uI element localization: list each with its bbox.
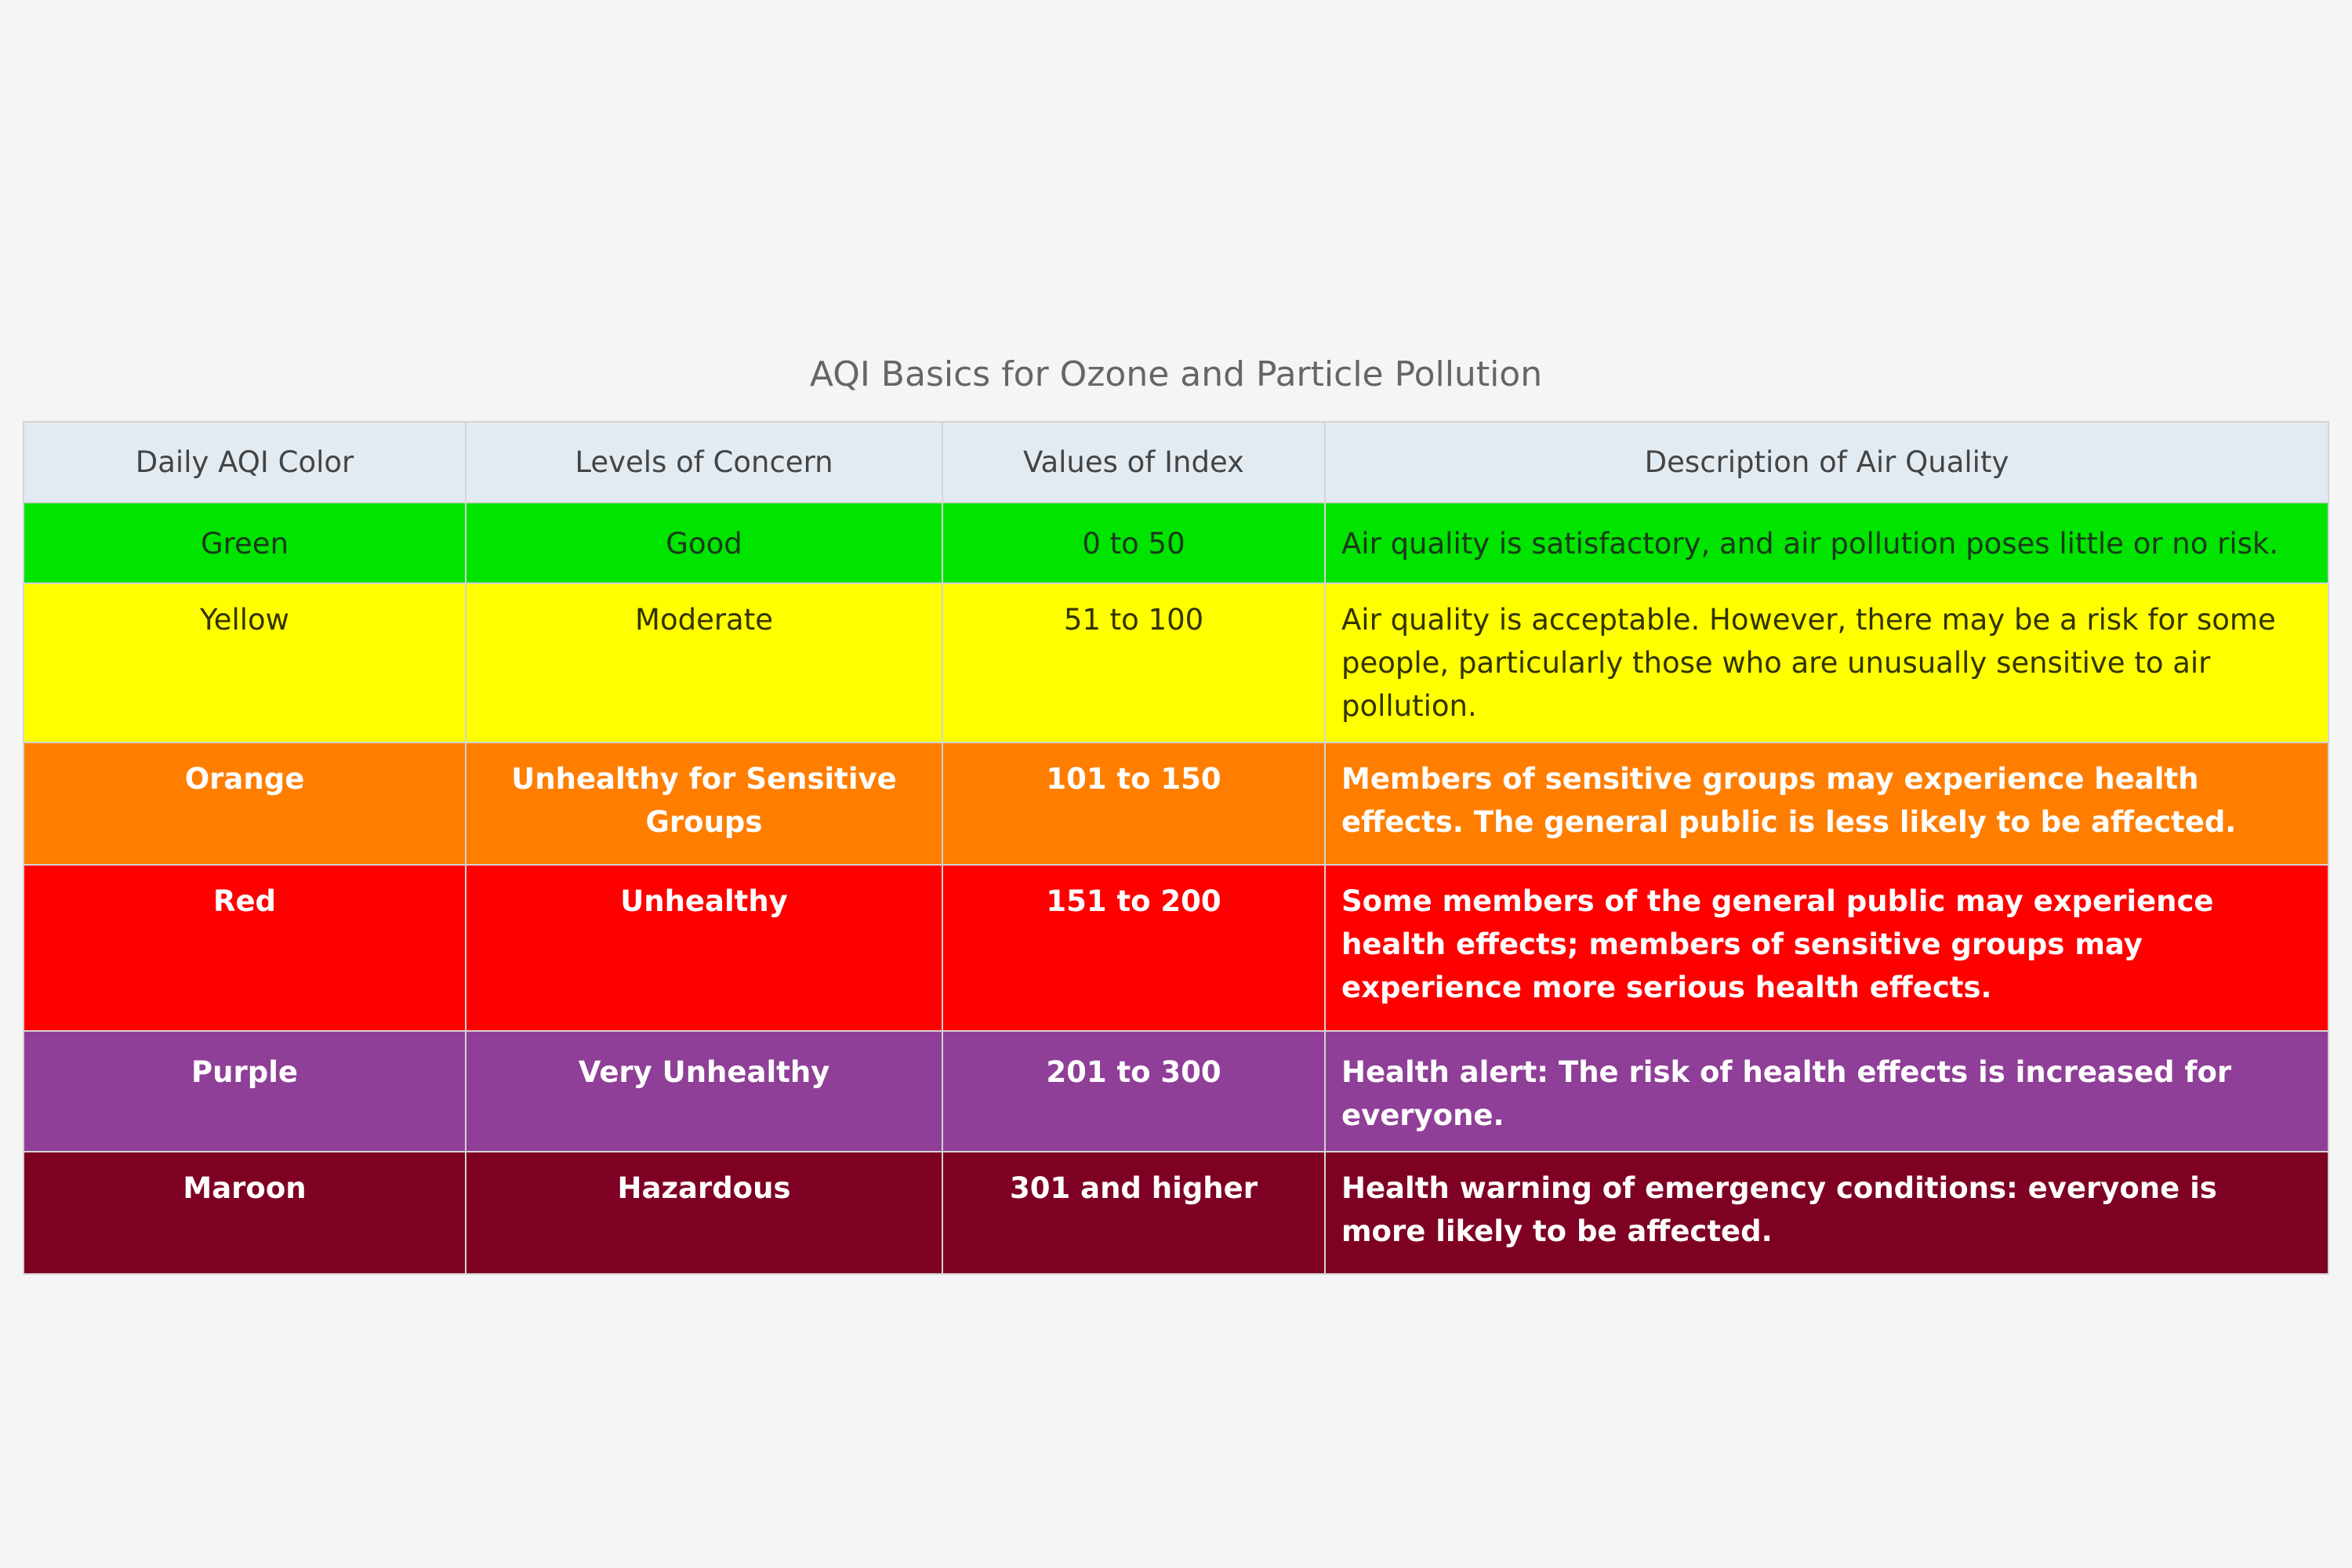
cell-color: Red xyxy=(23,864,466,1032)
cell-level: Unhealthy xyxy=(465,864,943,1032)
cell-level: Hazardous xyxy=(465,1151,943,1275)
header-row: Daily AQI Color Levels of Concern Values… xyxy=(23,421,2329,503)
cell-values: 301 and higher xyxy=(942,1151,1326,1275)
table-row-yellow: Yellow Moderate 51 to 100 Air quality is… xyxy=(23,583,2329,743)
cell-description: Some members of the general public may e… xyxy=(1324,864,2329,1032)
table-row-green: Green Good 0 to 50 Air quality is satisf… xyxy=(23,502,2329,584)
cell-description: Air quality is satisfactory, and air pol… xyxy=(1324,502,2329,584)
cell-color: Green xyxy=(23,502,466,584)
column-header-description: Description of Air Quality xyxy=(1324,421,2329,503)
aqi-table: Daily AQI Color Levels of Concern Values… xyxy=(23,421,2329,1275)
cell-description: Air quality is acceptable. However, ther… xyxy=(1324,583,2329,743)
cell-description: Members of sensitive groups may experien… xyxy=(1324,742,2329,866)
table-row-orange: Orange Unhealthy for Sensitive Groups 10… xyxy=(23,742,2329,866)
cell-color: Purple xyxy=(23,1030,466,1152)
cell-level: Good xyxy=(465,502,943,584)
cell-color: Maroon xyxy=(23,1151,466,1275)
column-header-values: Values of Index xyxy=(942,421,1326,503)
column-header-color: Daily AQI Color xyxy=(23,421,466,503)
cell-level: Very Unhealthy xyxy=(465,1030,943,1152)
cell-values: 201 to 300 xyxy=(942,1030,1326,1152)
table-row-purple: Purple Very Unhealthy 201 to 300 Health … xyxy=(23,1030,2329,1152)
table-row-maroon: Maroon Hazardous 301 and higher Health w… xyxy=(23,1151,2329,1275)
cell-description: Health alert: The risk of health effects… xyxy=(1324,1030,2329,1152)
table-row-red: Red Unhealthy 151 to 200 Some members of… xyxy=(23,864,2329,1032)
cell-color: Orange xyxy=(23,742,466,866)
cell-level: Moderate xyxy=(465,583,943,743)
cell-values: 151 to 200 xyxy=(942,864,1326,1032)
cell-values: 101 to 150 xyxy=(942,742,1326,866)
cell-description: Health warning of emergency conditions: … xyxy=(1324,1151,2329,1275)
cell-values: 0 to 50 xyxy=(942,502,1326,584)
table-caption: AQI Basics for Ozone and Particle Pollut… xyxy=(809,354,1543,394)
cell-color: Yellow xyxy=(23,583,466,743)
column-header-level: Levels of Concern xyxy=(465,421,943,503)
cell-values: 51 to 100 xyxy=(942,583,1326,743)
cell-level: Unhealthy for Sensitive Groups xyxy=(465,742,943,866)
